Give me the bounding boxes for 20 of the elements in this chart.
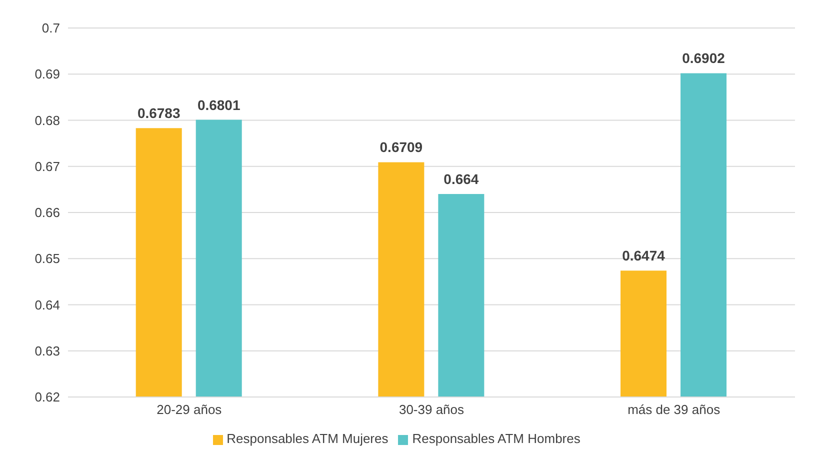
y-tick-label: 0.66 (34, 205, 60, 220)
y-tick-label: 0.62 (34, 390, 60, 405)
data-label: 0.6474 (622, 248, 666, 264)
y-tick-label: 0.65 (34, 251, 60, 266)
legend-label: Responsables ATM Mujeres (226, 431, 388, 446)
data-label: 0.6801 (197, 96, 240, 113)
y-tick-label: 0.67 (34, 158, 60, 174)
legend-label: Responsables ATM Hombres (412, 431, 580, 446)
y-tick-label: 0.68 (34, 112, 60, 128)
x-tick-label: 30-39 años (398, 402, 465, 418)
data-label: 0.6783 (137, 105, 180, 122)
x-tick-label: 20-29 años (156, 402, 222, 418)
y-tick-label: 0.64 (34, 297, 60, 312)
data-label: 0.6902 (682, 50, 726, 66)
x-tick-label: más de 39 años (628, 402, 721, 418)
y-tick-label: 0.69 (34, 66, 60, 82)
data-label: 0.6709 (380, 139, 423, 156)
y-tick-label: 0.63 (34, 343, 60, 358)
y-tick-label: 0.7 (42, 20, 60, 36)
data-label: 0.664 (444, 171, 479, 188)
